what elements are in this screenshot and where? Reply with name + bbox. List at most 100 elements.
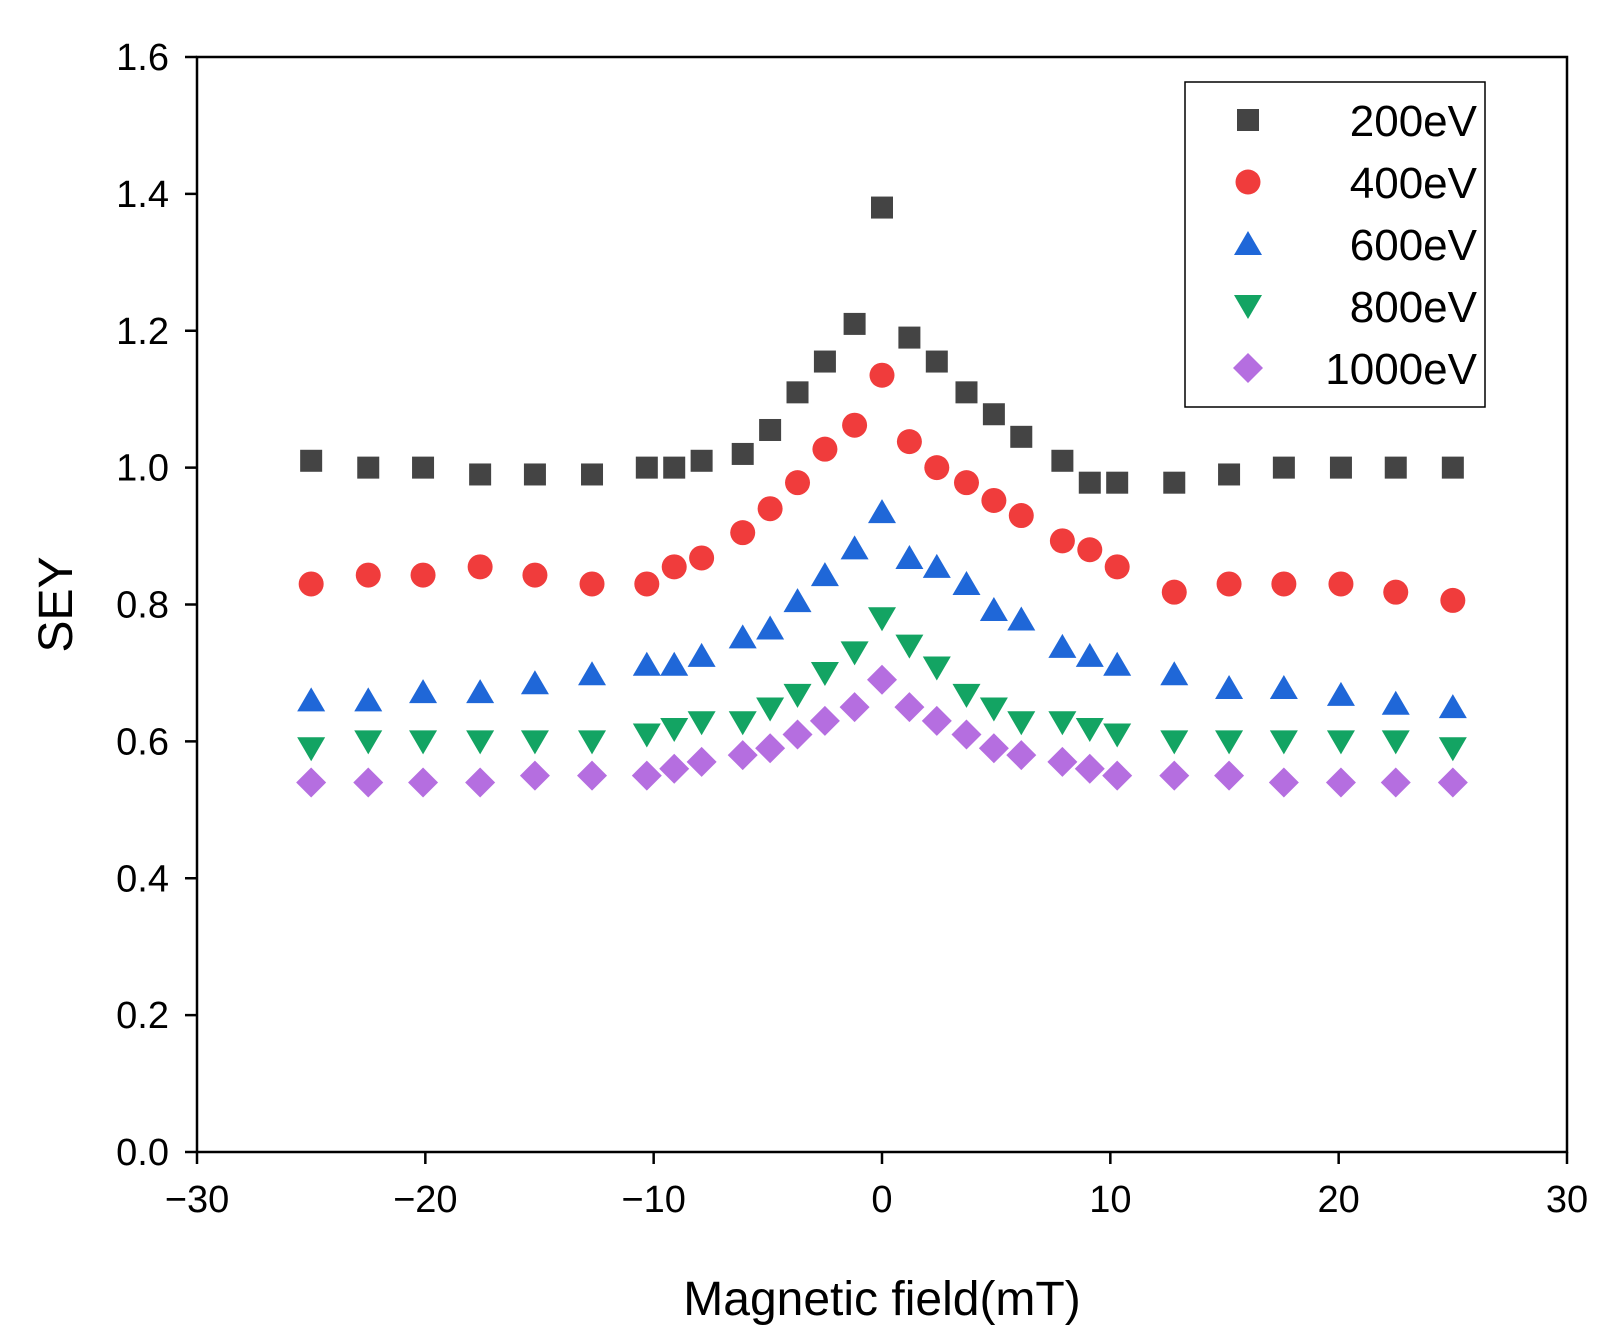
- data-point-400eV: [1049, 528, 1075, 554]
- data-point-1000eV: [1214, 760, 1245, 791]
- data-point-200eV: [1218, 463, 1241, 486]
- data-point-1000eV: [1074, 753, 1105, 784]
- data-point-600eV: [520, 670, 549, 695]
- data-point-800eV: [1381, 730, 1410, 755]
- data-point-200eV: [663, 456, 686, 479]
- x-tick-label: −30: [165, 1179, 229, 1221]
- data-point-1000eV: [867, 664, 897, 695]
- data-point-200eV: [843, 312, 866, 335]
- data-point-400eV: [410, 562, 436, 588]
- data-point-1000eV: [1437, 767, 1468, 798]
- data-point-200eV: [690, 449, 713, 472]
- data-point-400eV: [689, 545, 715, 571]
- data-point-800eV: [1215, 730, 1244, 755]
- data-point-1000eV: [1380, 767, 1411, 798]
- data-point-200eV: [731, 442, 754, 465]
- y-tick-label: 1.0: [116, 448, 169, 490]
- data-point-400eV: [1383, 579, 1409, 605]
- y-axis-label: SEY: [30, 556, 83, 652]
- data-point-1000eV: [1047, 746, 1078, 777]
- legend-label: 200eV: [1350, 97, 1478, 146]
- legend-item: 600eV: [1234, 221, 1478, 270]
- data-point-800eV: [297, 737, 326, 762]
- data-point-800eV: [952, 683, 981, 708]
- data-point-600eV: [756, 615, 785, 640]
- data-point-1000eV: [631, 760, 662, 791]
- data-point-800eV: [1269, 730, 1298, 755]
- data-point-600eV: [810, 562, 839, 587]
- data-point-200eV: [523, 463, 546, 486]
- data-point-800eV: [810, 661, 839, 686]
- data-point-1000eV: [1102, 760, 1133, 791]
- data-point-400eV: [1104, 554, 1130, 580]
- y-tick-label: 1.6: [116, 37, 169, 79]
- legend-item: 1000eV: [1233, 345, 1478, 394]
- data-point-200eV: [635, 456, 658, 479]
- data-point-200eV: [581, 463, 604, 486]
- data-point-200eV: [1329, 456, 1352, 479]
- data-point-200eV: [1106, 471, 1129, 494]
- data-point-600eV: [1326, 681, 1355, 706]
- y-tick-label: 0.8: [116, 585, 169, 627]
- data-point-600eV: [1007, 606, 1036, 631]
- data-point-800eV: [520, 730, 549, 755]
- data-point-400eV: [579, 571, 605, 597]
- x-axis-label: Magnetic field(mT): [683, 1273, 1080, 1326]
- data-point-600eV: [1438, 694, 1467, 719]
- data-point-200eV: [469, 463, 492, 486]
- data-point-600eV: [1381, 690, 1410, 715]
- data-point-400eV: [1271, 571, 1297, 597]
- data-point-800eV: [728, 711, 757, 736]
- series-600eV: [297, 499, 1467, 719]
- x-tick-label: 30: [1546, 1179, 1588, 1221]
- data-point-600eV: [632, 651, 661, 676]
- data-point-600eV: [1269, 674, 1298, 699]
- data-point-1000eV: [353, 767, 384, 798]
- series-1000eV: [296, 664, 1468, 798]
- data-point-800eV: [922, 656, 951, 681]
- marks-layer: [296, 196, 1468, 798]
- series-800eV: [297, 607, 1467, 762]
- data-point-400eV: [924, 455, 950, 481]
- data-point-600eV: [868, 499, 896, 524]
- data-point-1000eV: [951, 719, 982, 750]
- data-point-200eV: [759, 418, 782, 441]
- ticks-layer: −30 −20 −10 0 10 20 30 0.0 0.2 0.4 0.6 0.8 1.0 1.2 1.4…: [116, 37, 1588, 1221]
- data-point-600eV: [1048, 633, 1077, 658]
- data-point-800eV: [1438, 737, 1467, 762]
- data-point-400eV: [730, 520, 756, 546]
- data-point-600eV: [687, 642, 716, 667]
- legend-marker-1000eV: [1233, 353, 1263, 383]
- data-point-400eV: [953, 470, 979, 496]
- data-point-1000eV: [686, 746, 717, 777]
- data-point-600eV: [1160, 661, 1189, 686]
- data-point-200eV: [1163, 471, 1186, 494]
- data-point-400eV: [757, 496, 783, 522]
- legend-box: [1184, 81, 1486, 408]
- data-point-800eV: [868, 607, 896, 632]
- data-point-400eV: [467, 554, 493, 580]
- data-point-400eV: [1440, 587, 1466, 613]
- legend-item: 200eV: [1237, 97, 1478, 146]
- data-point-1000eV: [296, 767, 327, 798]
- data-point-800eV: [660, 718, 689, 743]
- legend-label: 400eV: [1350, 159, 1478, 208]
- data-point-600eV: [952, 570, 981, 595]
- plot-frame: [195, 55, 1569, 1154]
- data-point-200eV: [1010, 425, 1033, 448]
- data-point-400eV: [1077, 537, 1103, 563]
- data-point-800eV: [1007, 711, 1036, 736]
- data-point-600eV: [783, 588, 812, 613]
- series-400eV: [298, 362, 1466, 613]
- legend-marker-600eV: [1234, 231, 1262, 255]
- data-point-200eV: [871, 196, 893, 219]
- data-point-600eV: [466, 679, 495, 704]
- data-point-1000eV: [465, 767, 496, 798]
- data-point-1000eV: [408, 767, 439, 798]
- data-point-600eV: [979, 596, 1008, 621]
- data-point-800eV: [756, 697, 785, 722]
- data-point-800eV: [1160, 730, 1189, 755]
- data-point-1000eV: [1325, 767, 1356, 798]
- data-point-200eV: [1441, 456, 1464, 479]
- x-tick-label: −10: [621, 1179, 685, 1221]
